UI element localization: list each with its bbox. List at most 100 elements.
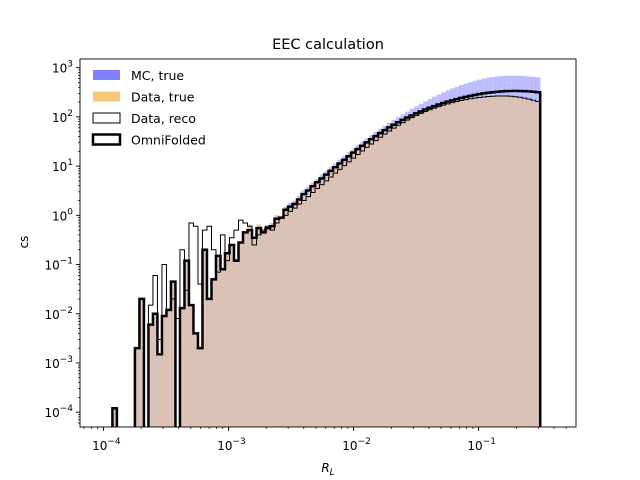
histogram-bar: [292, 202, 298, 427]
histogram-bar: [188, 305, 194, 427]
histogram-bar: [220, 269, 226, 427]
legend-swatch: [91, 133, 122, 146]
histogram-bar: [382, 130, 388, 427]
tick-base: 10: [217, 439, 232, 453]
y-tick-label: 103: [52, 60, 73, 76]
histogram-bar: [206, 298, 212, 427]
x-axis-label-sub: L: [330, 468, 335, 478]
histogram-bar: [310, 185, 316, 427]
histogram-bar: [166, 309, 172, 427]
tick-exponent: 2: [67, 109, 73, 119]
legend: MC, true Data, true Data, reco OmniFolded: [91, 68, 206, 148]
histogram-bar: [333, 166, 338, 427]
histogram-bar: [252, 237, 257, 427]
tick-base: 10: [52, 160, 67, 174]
tick-base: 10: [92, 439, 107, 453]
axes: 10−4 10−3 10−2 10−110−410−310−210−110010110…: [44, 58, 577, 453]
histogram-bar: [490, 95, 496, 427]
histogram-bar: [481, 96, 487, 427]
tick-exponent: −4: [107, 437, 121, 447]
histogram-bar: [315, 181, 320, 427]
chart-title: EEC calculation: [272, 37, 384, 53]
histogram-bar: [513, 97, 518, 427]
histogram-bar: [256, 224, 262, 427]
x-tick-label: 10−4: [92, 437, 121, 453]
tick-exponent: 1: [67, 158, 73, 168]
histogram-bar: [179, 308, 185, 427]
histogram-bar: [531, 101, 536, 427]
histogram-bar: [170, 281, 176, 427]
tick-exponent: 0: [67, 207, 73, 217]
histogram-bar: [378, 133, 383, 427]
legend-swatch: [92, 112, 121, 124]
histogram-bar: [346, 155, 352, 427]
y-tick-label: 10−1: [44, 257, 73, 273]
legend-swatch: [93, 70, 120, 80]
y-tick-label: 102: [52, 109, 73, 125]
x-tick-label: 10−3: [217, 437, 246, 453]
histogram-bar: [148, 324, 154, 427]
tick-base: 10: [52, 209, 67, 223]
histogram-bar: [233, 260, 239, 427]
histogram-bar: [517, 97, 523, 427]
histogram-bar: [427, 108, 433, 427]
histogram-bar: [436, 105, 442, 427]
histogram-bar: [459, 99, 464, 427]
histogram-bar: [486, 96, 491, 427]
tick-exponent: −4: [60, 404, 74, 414]
histogram-bar: [499, 95, 505, 427]
x-tick-label: 10−1: [467, 437, 496, 453]
legend-label: Data, true: [131, 90, 195, 105]
histogram-bar: [337, 162, 343, 427]
histogram-bar: [495, 95, 500, 427]
histogram-bar: [152, 313, 158, 427]
histogram-bar: [445, 102, 451, 427]
histogram-bar: [351, 152, 356, 427]
tick-base: 10: [52, 62, 67, 76]
histogram-bar: [423, 110, 428, 427]
y-tick-label: 10−2: [44, 306, 73, 322]
y-tick-label: 101: [52, 158, 73, 174]
histogram-bar: [504, 96, 509, 427]
tick-exponent: −3: [232, 437, 245, 447]
histogram-bar: [355, 148, 361, 427]
histogram-bar: [224, 253, 230, 427]
histogram-bar: [477, 96, 482, 427]
legend-label: MC, true: [131, 68, 184, 83]
series-1: [112, 95, 541, 427]
histogram-bar: [369, 139, 374, 427]
legend-swatch: [93, 91, 120, 102]
x-axis-label: RL: [321, 461, 334, 478]
tick-exponent: −2: [60, 306, 73, 316]
histogram-bar: [400, 120, 406, 427]
tick-exponent: −1: [483, 437, 496, 447]
histogram-bar: [265, 226, 271, 427]
legend-label: OmniFolded: [131, 133, 206, 148]
histogram-bar: [535, 102, 541, 427]
tick-base: 10: [44, 259, 59, 273]
histogram-bar: [139, 298, 145, 427]
tick-exponent: 3: [67, 60, 73, 70]
histogram-bar: [387, 127, 392, 427]
y-tick-label: 10−3: [44, 355, 73, 371]
x-axis-label-main: R: [321, 461, 329, 475]
histogram-bar: [157, 354, 163, 427]
tick-base: 10: [44, 406, 59, 420]
tick-exponent: −1: [60, 257, 73, 267]
histogram-bar: [391, 124, 397, 427]
y-tick-label: 100: [52, 207, 73, 223]
tick-base: 10: [342, 439, 357, 453]
histogram-bar: [360, 145, 365, 427]
histogram-bar: [472, 97, 478, 427]
legend-label: Data, reco: [131, 111, 196, 126]
histogram-bar: [450, 101, 455, 427]
histogram-bar: [508, 96, 514, 427]
histogram-bar: [324, 174, 329, 427]
step-line: [111, 89, 542, 427]
histogram-bar: [441, 104, 446, 427]
tick-base: 10: [44, 308, 59, 322]
histogram-bar: [409, 115, 415, 427]
histogram-bar: [364, 142, 370, 427]
histogram-bar: [247, 224, 253, 427]
